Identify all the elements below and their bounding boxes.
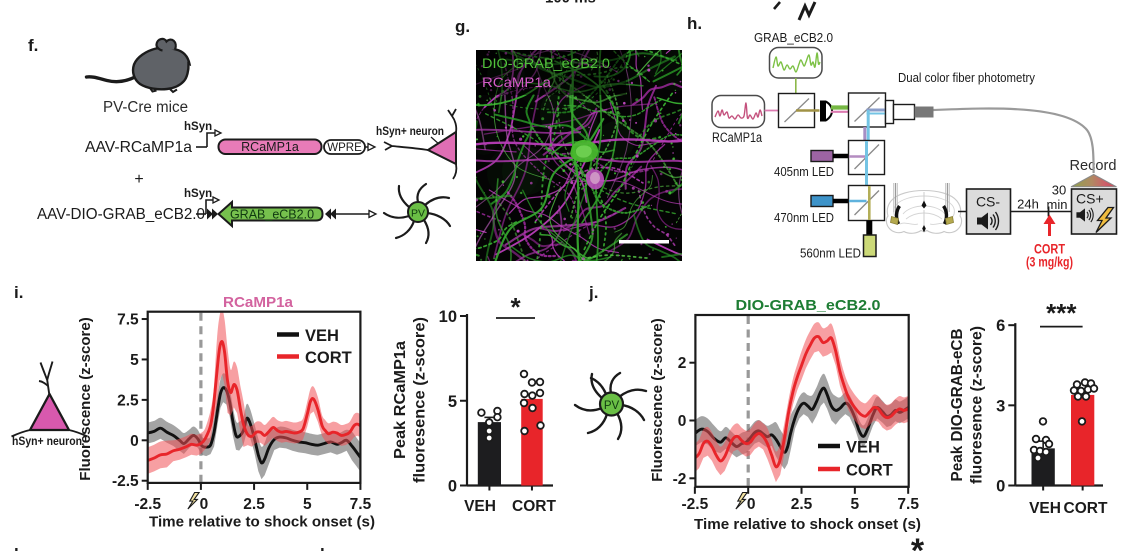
svg-text:560nm LED: 560nm LED <box>800 246 861 261</box>
svg-text:Fluorescence (z-score): Fluorescence (z-score) <box>649 318 666 481</box>
svg-text:RCaMP1a: RCaMP1a <box>241 140 299 154</box>
svg-text:i.: i. <box>14 283 23 302</box>
svg-text:fluoresence (z-score): fluoresence (z-score) <box>969 326 986 484</box>
svg-text:5: 5 <box>303 496 312 513</box>
svg-text:VEH: VEH <box>464 498 496 515</box>
svg-text:fluoresence (z-score): fluoresence (z-score) <box>412 317 429 483</box>
svg-text:5: 5 <box>448 393 457 411</box>
svg-text:-2.5: -2.5 <box>134 496 161 513</box>
svg-text:CORT: CORT <box>512 498 556 515</box>
svg-text:hSyn: hSyn <box>184 188 212 200</box>
svg-text:0: 0 <box>130 433 139 450</box>
svg-text:7.5: 7.5 <box>350 496 372 513</box>
svg-text:CORT: CORT <box>1034 242 1066 257</box>
svg-text:0: 0 <box>678 413 687 430</box>
svg-text:k.: k. <box>14 545 28 551</box>
svg-text:24h: 24h <box>1017 197 1039 212</box>
svg-text:l.: l. <box>320 545 329 551</box>
svg-text:GRAB_eCB2.0: GRAB_eCB2.0 <box>230 208 314 222</box>
svg-text:*: * <box>510 292 521 322</box>
svg-text:PV-Cre mice: PV-Cre mice <box>103 99 188 116</box>
svg-text:Fluorescence (z-score): Fluorescence (z-score) <box>77 317 94 480</box>
svg-text:AAV-RCaMP1a: AAV-RCaMP1a <box>85 139 192 156</box>
svg-text:2.5: 2.5 <box>117 392 139 409</box>
svg-text:5: 5 <box>130 352 139 369</box>
svg-text:VEH: VEH <box>305 327 339 345</box>
svg-text:VEH: VEH <box>1029 500 1061 517</box>
svg-text:PV: PV <box>411 208 425 220</box>
svg-text:7.5: 7.5 <box>117 312 139 329</box>
svg-text:-2: -2 <box>673 471 687 488</box>
svg-text:CORT: CORT <box>846 462 893 480</box>
svg-text:30: 30 <box>1052 183 1066 198</box>
svg-text:-2.5: -2.5 <box>682 496 709 513</box>
svg-text:0: 0 <box>996 478 1005 496</box>
svg-text:0: 0 <box>747 496 756 513</box>
svg-text:GRAB_eCB2.0: GRAB_eCB2.0 <box>754 30 833 45</box>
svg-text:2.5: 2.5 <box>791 496 813 513</box>
svg-text:f.: f. <box>28 36 38 55</box>
svg-text:Time relative to shock onset (: Time relative to shock onset (s) <box>694 516 921 533</box>
svg-text:*: * <box>911 532 925 551</box>
svg-text:Peak RCaMP1a: Peak RCaMP1a <box>392 341 409 459</box>
svg-text:VEH: VEH <box>846 439 880 457</box>
svg-text:Time relative to shock onset (: Time relative to shock onset (s) <box>149 514 375 531</box>
svg-text:5: 5 <box>851 496 860 513</box>
svg-text:470nm LED: 470nm LED <box>774 210 834 225</box>
svg-text:j.: j. <box>588 283 598 302</box>
svg-text:Dual color fiber photometry: Dual color fiber photometry <box>898 71 1036 85</box>
svg-text:CORT: CORT <box>305 349 352 367</box>
svg-text:100 ms: 100 ms <box>545 0 596 7</box>
svg-text:0: 0 <box>448 478 457 496</box>
svg-text:h.: h. <box>687 14 702 33</box>
svg-text:405nm LED: 405nm LED <box>774 164 834 179</box>
svg-text:RCaMP1a: RCaMP1a <box>712 130 762 145</box>
svg-text:10: 10 <box>439 308 457 326</box>
svg-text:WPRE: WPRE <box>327 142 362 154</box>
svg-text:+: + <box>134 171 143 188</box>
svg-text:hSyn+ neuron: hSyn+ neuron <box>376 126 444 138</box>
svg-text:RCaMP1a: RCaMP1a <box>482 74 551 90</box>
svg-text:CORT: CORT <box>1064 500 1108 517</box>
svg-text:Peak DIO-GRAB-eCB: Peak DIO-GRAB-eCB <box>949 329 966 482</box>
svg-text:g.: g. <box>455 17 470 36</box>
svg-text:2: 2 <box>678 355 687 372</box>
svg-text:0: 0 <box>200 496 209 513</box>
svg-text:PV: PV <box>604 400 620 412</box>
svg-text:-2.5: -2.5 <box>112 473 139 490</box>
svg-text:hSyn: hSyn <box>184 121 212 133</box>
svg-text:DIO-GRAB_eCB2.0: DIO-GRAB_eCB2.0 <box>736 297 881 314</box>
svg-text:2.5: 2.5 <box>243 496 265 513</box>
svg-text:CS+: CS+ <box>1076 191 1104 207</box>
svg-text:6: 6 <box>996 317 1005 335</box>
svg-text:RCaMP1a: RCaMP1a <box>223 294 294 311</box>
svg-text:DIO-GRAB_eCB2.0: DIO-GRAB_eCB2.0 <box>482 55 610 71</box>
svg-text:(3 mg/kg): (3 mg/kg) <box>1026 255 1073 270</box>
svg-text:3: 3 <box>996 397 1005 415</box>
svg-text:hSyn+ neuron: hSyn+ neuron <box>12 436 82 448</box>
svg-text:AAV-DIO-GRAB_eCB2.0: AAV-DIO-GRAB_eCB2.0 <box>37 206 205 223</box>
svg-text:7.5: 7.5 <box>897 496 919 513</box>
svg-text:CS-: CS- <box>976 194 1000 210</box>
svg-text:***: *** <box>1046 298 1077 328</box>
svg-text:min: min <box>1047 197 1068 212</box>
